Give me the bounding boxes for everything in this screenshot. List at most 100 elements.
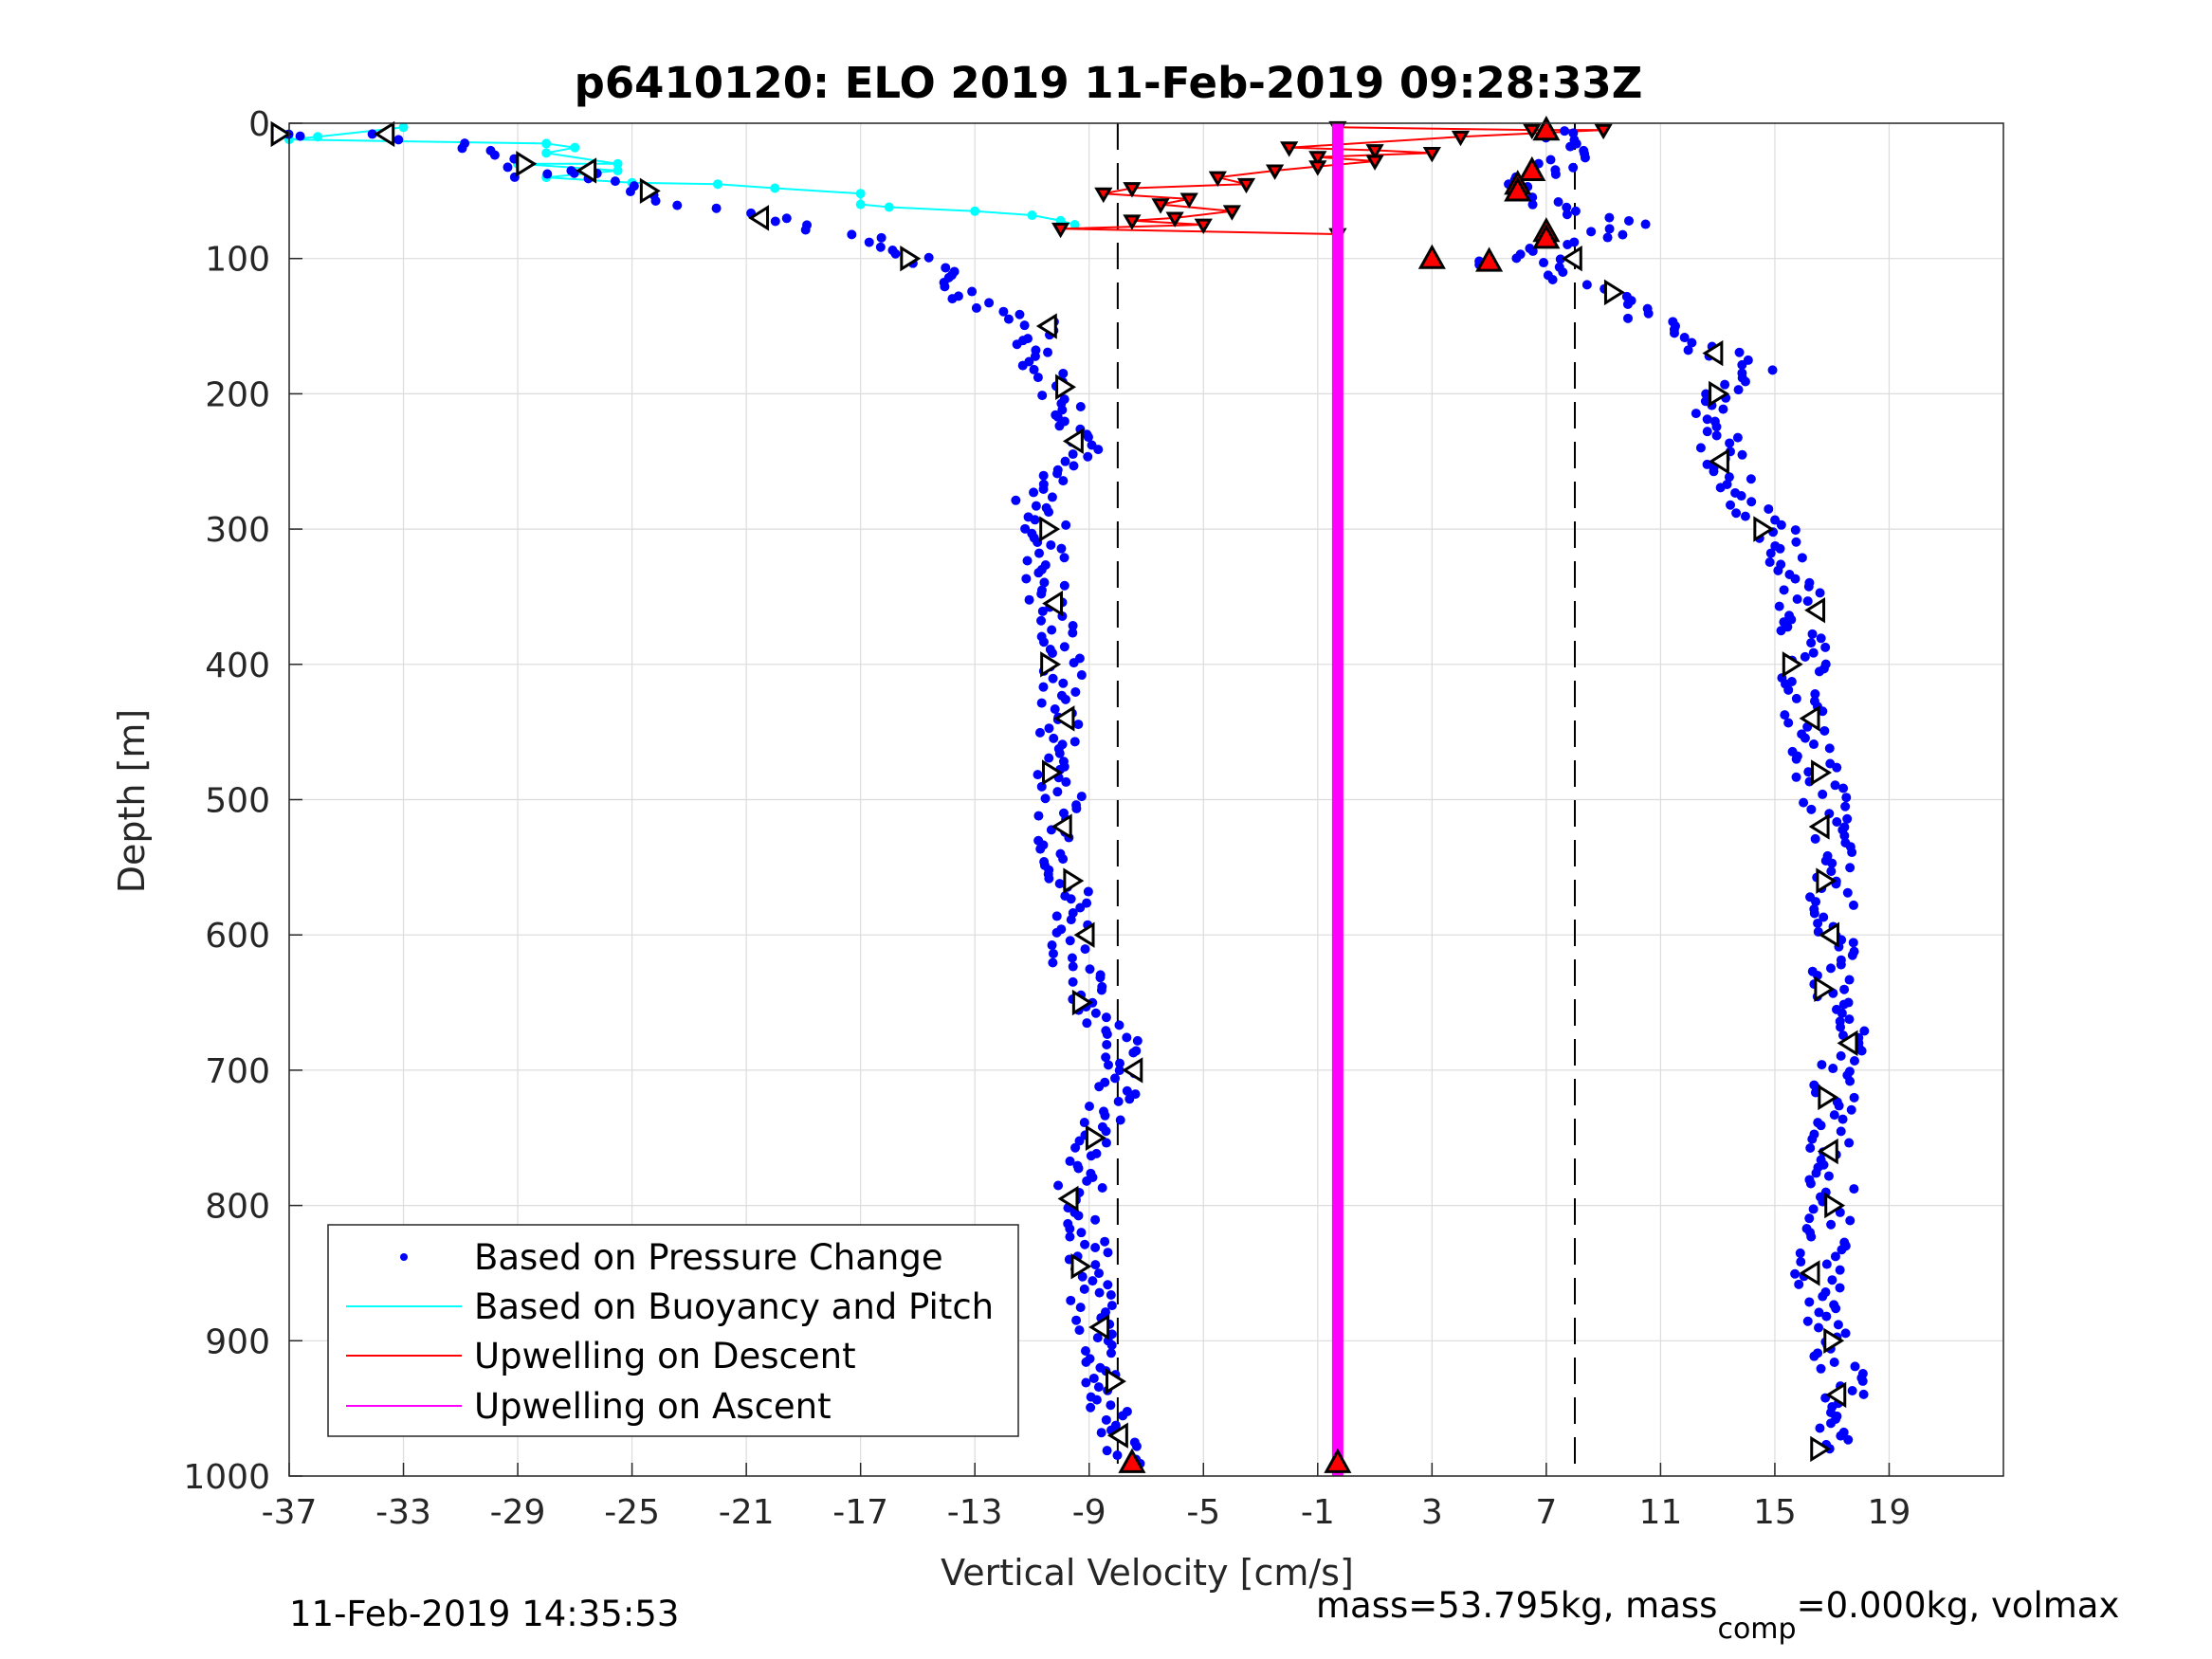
- x-tick-label: 19: [1868, 1493, 1911, 1532]
- pressure-point-surface: [1640, 219, 1651, 229]
- pressure-point-ascent: [1841, 793, 1852, 803]
- legend-entry-buoyancy: Based on Buoyancy and Pitch: [474, 1286, 994, 1327]
- buoyancy-pitch-point: [855, 189, 866, 199]
- pressure-point-descent: [1074, 1136, 1085, 1146]
- descent-direction-marker: [1039, 516, 1061, 542]
- pressure-point-ascent: [1811, 897, 1821, 907]
- ascent-direction-marker: [1708, 448, 1729, 475]
- pressure-point-descent: [1079, 1118, 1089, 1128]
- pressure-point-ascent: [1691, 409, 1701, 419]
- descent-direction-marker: [1042, 759, 1063, 786]
- pressure-point-descent: [1080, 1345, 1090, 1356]
- pressure-point-ascent: [1718, 404, 1728, 414]
- pressure-point-ascent: [1837, 1114, 1848, 1124]
- pressure-point-ascent: [1849, 1184, 1859, 1194]
- pressure-point-ascent: [1818, 789, 1828, 799]
- pressure-point-descent: [1017, 360, 1028, 371]
- pressure-point-descent: [1048, 948, 1058, 958]
- pressure-point-ascent: [1816, 1121, 1826, 1131]
- ascent-red-marker: [1532, 224, 1561, 249]
- pressure-point-descent: [1031, 501, 1041, 511]
- descent-direction-marker: [1063, 867, 1085, 894]
- descent-direction-marker: [1106, 1422, 1128, 1449]
- descent-direction-marker: [1053, 705, 1075, 732]
- pressure-point-ascent: [1826, 866, 1837, 877]
- legend: Based on Pressure Change Based on Buoyan…: [327, 1224, 1019, 1437]
- x-tick-label: -5: [1186, 1493, 1220, 1532]
- pressure-point-descent: [1065, 1224, 1075, 1234]
- pressure-point-ascent: [1711, 422, 1722, 432]
- ascent-direction-marker: [1799, 1260, 1820, 1286]
- pressure-point-ascent: [1838, 783, 1849, 793]
- pressure-point-descent: [1094, 1082, 1105, 1092]
- pressure-point-descent: [1097, 1182, 1107, 1193]
- descent-direction-marker: [1070, 1253, 1092, 1280]
- pressure-point-descent: [1083, 886, 1093, 897]
- pressure-point-ascent: [1695, 443, 1706, 453]
- descent-direction-marker: [1071, 989, 1093, 1016]
- pressure-point-descent: [1110, 1073, 1121, 1084]
- pressure-point-descent: [1066, 1295, 1076, 1305]
- legend-swatch-pressure: [400, 1253, 408, 1261]
- pressure-point-descent: [1081, 1357, 1091, 1367]
- upwelling-descent-point: [1365, 144, 1384, 160]
- pressure-point-ascent: [1838, 999, 1849, 1010]
- pressure-point-ascent: [1731, 508, 1742, 519]
- pressure-point-descent: [1090, 1243, 1101, 1253]
- pressure-point-ascent: [1643, 308, 1654, 319]
- pressure-point-descent: [1102, 1039, 1112, 1049]
- ascent-direction-marker: [1709, 380, 1730, 408]
- pressure-point-ascent: [1790, 1268, 1801, 1279]
- pressure-point-descent: [971, 302, 981, 313]
- pressure-point-surface: [1580, 153, 1590, 163]
- pressure-point-ascent: [1783, 684, 1794, 695]
- pressure-point-descent: [1070, 1142, 1081, 1153]
- pressure-point-descent: [1038, 637, 1049, 647]
- y-tick-label: 300: [205, 511, 270, 550]
- pressure-point-ascent: [1840, 1328, 1851, 1339]
- pressure-point-ascent: [1836, 1126, 1846, 1137]
- pressure-point-descent: [1015, 309, 1025, 319]
- pressure-point-descent: [1122, 1085, 1132, 1096]
- pressure-point-ascent: [1802, 596, 1813, 607]
- pressure-point-descent: [1049, 733, 1059, 743]
- descent-direction-marker: [1040, 651, 1062, 678]
- pressure-point-ascent: [1837, 1008, 1847, 1018]
- descent-direction-marker: [748, 205, 770, 231]
- pressure-point-ascent: [1835, 1283, 1845, 1293]
- pressure-point-ascent: [1808, 647, 1819, 658]
- pressure-point-ascent: [1803, 767, 1814, 777]
- pressure-point-ascent: [1725, 438, 1735, 448]
- pressure-point-ascent: [1836, 1050, 1846, 1061]
- pressure-point-descent: [1044, 753, 1054, 763]
- descent-direction-marker: [1035, 313, 1057, 339]
- pressure-point-descent: [984, 298, 995, 308]
- buoyancy-pitch-point: [612, 165, 623, 175]
- pressure-point-ascent: [1622, 299, 1633, 309]
- pressure-point-ascent: [1547, 275, 1558, 285]
- pressure-point-descent: [1036, 589, 1047, 599]
- pressure-point-ascent: [1736, 491, 1746, 501]
- upwelling-descent-point: [1523, 123, 1542, 140]
- pressure-point-ascent: [1790, 525, 1801, 536]
- pressure-point-ascent: [1848, 900, 1858, 910]
- pressure-point-descent: [1080, 944, 1090, 955]
- grid: [288, 122, 2003, 1477]
- pressure-point-descent: [1048, 957, 1058, 968]
- pressure-point-descent: [1044, 507, 1054, 518]
- pressure-point-descent: [1076, 670, 1087, 681]
- pressure-point-ascent: [1810, 689, 1820, 700]
- pressure-point-descent: [1069, 737, 1080, 747]
- pressure-point-ascent: [1819, 912, 1829, 922]
- pressure-point-descent: [1094, 1287, 1105, 1298]
- y-axis-label: Depth [m]: [111, 709, 153, 894]
- pressure-point-surface: [1553, 196, 1563, 207]
- pressure-point-descent: [1039, 577, 1050, 588]
- ascent-direction-marker: [1824, 1192, 1846, 1219]
- pressure-point-descent: [1054, 421, 1065, 431]
- pressure-point-descent: [1030, 351, 1040, 361]
- pressure-point-ascent: [1791, 537, 1801, 547]
- pressure-point-surface: [1511, 253, 1522, 264]
- pressure-point-descent: [1038, 682, 1049, 692]
- pressure-point-descent: [625, 187, 635, 197]
